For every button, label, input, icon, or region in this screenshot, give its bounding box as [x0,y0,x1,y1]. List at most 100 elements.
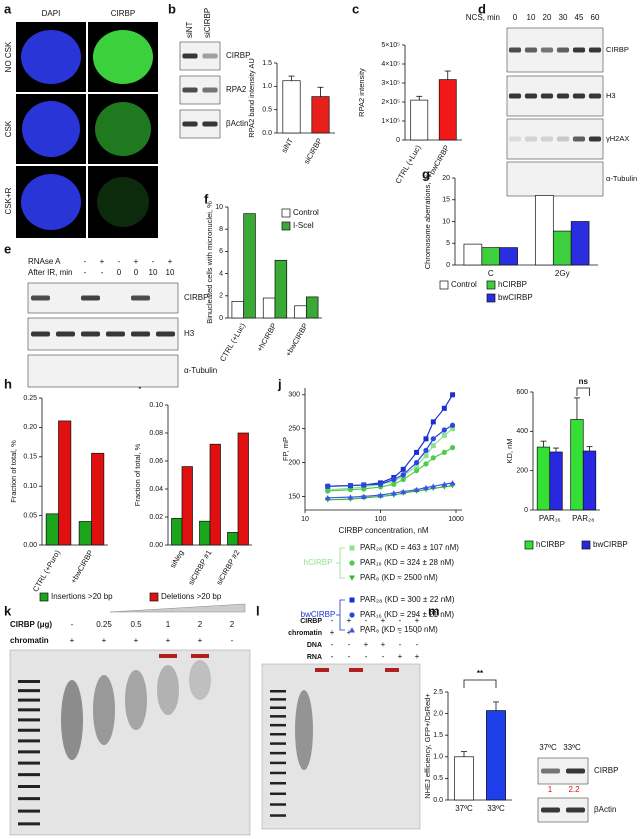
band [540,93,554,99]
ladder-band [18,809,40,813]
legend-swatch [486,280,496,290]
marker [423,461,429,467]
row-mark: + [70,636,75,645]
y-axis-label: RPA2 intensity [357,68,366,117]
panel-letter: b [168,1,176,16]
legend-marker [349,597,355,603]
band-label: CIRBP [184,293,208,302]
x-tick-label: CTRL (+Luc) [393,143,422,185]
band [556,93,570,99]
blot [506,118,604,160]
legend-label: Control [451,280,477,289]
legend-label: bwCIRBP [593,540,628,549]
bar [499,247,518,266]
band-label: βActin [594,805,616,814]
bar [582,450,597,511]
row-mark: + [168,257,173,266]
y-tick-label: 1.0 [262,83,272,90]
y-tick-label: 250 [288,426,300,433]
band [131,331,150,337]
ladder-band [18,773,40,777]
bar [463,243,483,266]
row-mark: + [134,257,139,266]
row-mark: 0.5 [130,620,142,629]
marker [430,419,436,425]
marker [430,443,436,449]
y-tick-label: 0.00 [23,542,37,549]
legend-swatch [149,592,159,602]
band-label: γH2AX [606,134,629,143]
ratio-label: 1 [548,785,553,794]
y-tick-label: 4 [219,270,223,277]
row-mark: + [198,636,203,645]
legend-label: I-SceI [293,221,314,230]
panel-letter: g [422,166,430,181]
marker [441,449,447,455]
legend-label: Insertions >20 bp [51,592,113,601]
marker [430,455,436,461]
marker [325,488,331,494]
row-mark: + [330,628,335,637]
band [31,331,50,337]
bar [311,96,330,134]
error-bar [317,86,324,97]
row-mark: 2 [230,620,235,629]
y-tick-label: 0 [396,137,400,144]
band [31,295,50,301]
band [202,121,218,127]
row-mark: - [365,628,368,637]
gel [9,649,251,836]
lane-label: 30 [559,13,568,22]
lane-label: 0 [513,13,518,22]
y-tick-label: 0.15 [23,454,37,461]
legend-label: Control [293,208,319,217]
ladder-band [270,742,286,745]
band [588,136,602,142]
band [182,121,198,127]
well-band [349,668,363,672]
error-bar [288,75,295,81]
bar [237,432,249,546]
x-tick-label: 33ºC [487,804,505,813]
panel-letter: a [4,1,12,16]
marker [422,484,429,491]
y-tick-label: 1.5 [433,732,443,739]
legend-label: PAR₈ (KD ≈ 2500 nM) [360,573,438,582]
panel-letter: l [256,603,260,618]
ladder-band [18,761,40,765]
bar [438,79,457,141]
marker [377,481,384,487]
y-tick-label: 5×10⁵ [381,42,400,49]
ladder-band [18,797,40,801]
y-tick-label: 5 [446,240,450,247]
legend-bracket [336,547,345,579]
row-mark: - [331,652,334,661]
legend-group-label: bwCIRBP [301,610,336,619]
marker [347,483,354,489]
bar [552,230,572,266]
marker [325,483,331,489]
y-tick-label: 15 [442,197,450,204]
row-mark: - [416,640,419,649]
ladder-band [270,814,286,817]
legend-swatch [39,592,49,602]
band-label: CIRBP [606,45,629,54]
y-axis-label: Chromosome aberrations, % [423,173,432,269]
bar [243,213,256,319]
x-tick-label: +hCIRBP [255,321,279,353]
row-mark: - [399,628,402,637]
y-tick-label: 600 [516,389,528,396]
significance-bracket [463,679,497,688]
band [572,136,586,142]
marker [390,490,397,496]
y-tick-label: 0.04 [149,486,163,493]
row-mark: + [364,640,369,649]
y-tick-label: 10 [215,204,223,211]
smear [189,660,211,700]
y-tick-label: 0 [446,262,450,269]
legend-marker [349,612,355,618]
row-mark: - [348,652,351,661]
bar [481,247,501,266]
lane-label: 37ºC [539,743,557,752]
band [81,295,100,301]
